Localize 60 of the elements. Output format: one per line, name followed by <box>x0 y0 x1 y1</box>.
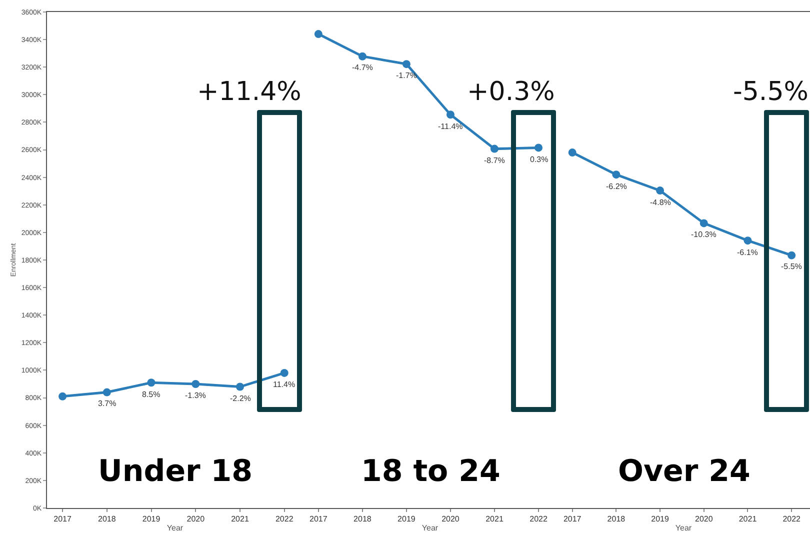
annotation: +0.3% <box>467 77 555 107</box>
x-tick-label: 2022 <box>275 514 294 524</box>
x-tick-label: 2017 <box>310 514 328 524</box>
annotation: 8.5% <box>142 390 160 399</box>
x-tick-label: 2021 <box>738 514 758 524</box>
point <box>788 251 796 260</box>
point <box>402 60 410 68</box>
annotation: -1.3% <box>185 391 206 400</box>
x-axis-title: Year <box>675 524 692 533</box>
point <box>358 52 366 60</box>
point <box>58 392 67 400</box>
point <box>568 148 576 157</box>
annotation: -5.5% <box>781 262 802 271</box>
point <box>612 170 620 179</box>
point <box>192 380 200 388</box>
point <box>490 144 498 153</box>
annotation: -4.8% <box>650 198 671 207</box>
x-tick-label: 2017 <box>563 514 582 524</box>
x-axis-title: Year <box>422 524 438 533</box>
x-tick-label: 2019 <box>398 514 416 524</box>
annotation: -6.2% <box>606 182 627 191</box>
annotation: -1.7% <box>396 71 417 80</box>
x-tick-label: 2017 <box>54 514 72 524</box>
annotation: 0.3% <box>530 155 548 164</box>
point <box>280 368 288 377</box>
point <box>534 144 543 152</box>
point <box>147 378 156 387</box>
point <box>446 110 454 119</box>
annotation: -5.5% <box>733 77 808 107</box>
x-tick-label: 2022 <box>530 514 548 524</box>
annotation: -10.3% <box>691 230 716 239</box>
annotation: 11.4% <box>273 380 296 389</box>
annotation: -8.7% <box>484 156 505 165</box>
point <box>102 388 111 396</box>
x-tick-label: 2018 <box>98 514 116 524</box>
point <box>700 219 708 228</box>
annotation: -4.7% <box>352 63 373 72</box>
x-tick-label: 2022 <box>782 514 802 524</box>
x-tick-label: 2018 <box>607 514 626 524</box>
x-tick-label: 2019 <box>651 514 670 524</box>
x-tick-label: 2021 <box>486 514 504 524</box>
annotation: -6.1% <box>737 248 758 257</box>
x-tick-label: 2018 <box>354 514 372 524</box>
x-tick-label: 2020 <box>186 514 206 524</box>
text: Over 24 <box>618 454 750 489</box>
point <box>236 382 244 391</box>
x-tick-label: 2021 <box>231 514 250 524</box>
point <box>744 236 752 245</box>
annotation: +11.4% <box>197 77 302 107</box>
x-tick-label: 2019 <box>142 514 161 524</box>
x-tick-label: 2020 <box>442 514 460 524</box>
point <box>314 30 322 38</box>
text: Under 18 <box>98 454 253 489</box>
point <box>656 186 664 195</box>
text: 18 to 24 <box>361 454 500 489</box>
annotation: -2.2% <box>230 394 251 403</box>
annotation: -11.4% <box>438 122 463 131</box>
x-axis-title: Year <box>166 524 184 533</box>
x-tick-label: 2020 <box>694 514 714 524</box>
annotation: 3.7% <box>98 399 116 408</box>
